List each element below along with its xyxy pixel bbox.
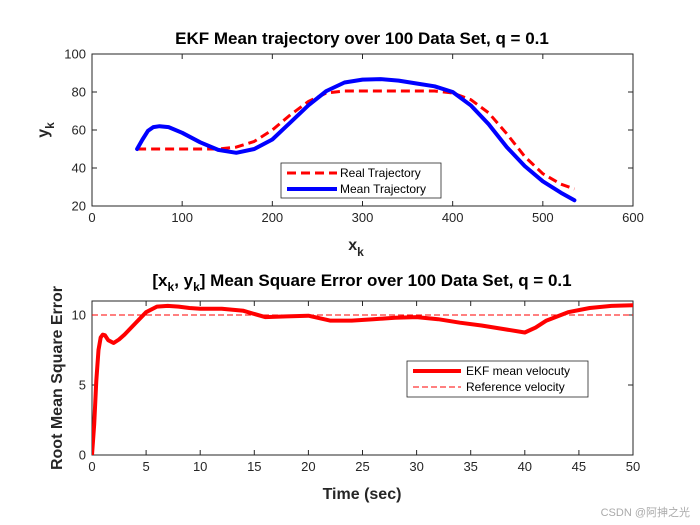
top-legend-box: [280, 162, 442, 199]
x-tick-label: 0: [88, 459, 95, 474]
x-tick-label: 45: [572, 459, 586, 474]
top-legend-label-mean: Mean Trajectory: [340, 182, 426, 196]
y-tick-label: 100: [64, 47, 86, 62]
top-plot-title: EKF Mean trajectory over 100 Data Set, q…: [175, 29, 549, 48]
x-tick-label: 300: [352, 210, 374, 225]
y-tick-label: 10: [72, 308, 86, 323]
series-line-real-trajectory: [137, 89, 575, 191]
bottom-plot-legend: EKF mean velocuty Reference velocity: [406, 360, 589, 398]
x-tick-label: 500: [532, 210, 554, 225]
series-line-mean-trajectory: [135, 77, 577, 203]
x-tick-label: 400: [442, 210, 464, 225]
bottom-plot-ticks: 0 5 10 15 20 25 30 35 40 45 50 0 5 10: [72, 301, 640, 474]
y-tick-label: 60: [72, 123, 86, 138]
top-plot-xlabel: xk: [348, 237, 364, 259]
top-plot-legend: Real Trajectory Mean Trajectory: [280, 162, 442, 199]
x-tick-label: 40: [518, 459, 532, 474]
top-plot-series: [135, 77, 577, 203]
x-tick-label: 600: [622, 210, 644, 225]
x-tick-label: 10: [193, 459, 207, 474]
bottom-legend-label-reference: Reference velocity: [466, 380, 565, 394]
y-tick-label: 40: [72, 161, 86, 176]
x-tick-label: 5: [142, 459, 149, 474]
x-tick-label: 15: [247, 459, 261, 474]
x-tick-label: 30: [409, 459, 423, 474]
y-tick-label: 0: [79, 448, 86, 463]
x-tick-label: 100: [171, 210, 193, 225]
x-tick-label: 25: [355, 459, 369, 474]
top-plot-ticks: 0 100 200 300 400 500 600 20 40 60 80 100: [64, 47, 644, 226]
bottom-legend-box: [406, 360, 589, 398]
bottom-plot-ylabel: Root Mean Square Error: [49, 286, 66, 470]
top-plot: 0 100 200 300 400 500 600 20 40 60 80 100 EKF Mean …: [35, 29, 644, 259]
y-tick-label: 5: [79, 378, 86, 393]
bottom-plot-series: [92, 303, 633, 455]
top-plot-ylabel: yk: [35, 122, 57, 138]
top-legend-label-real: Real Trajectory: [340, 166, 421, 180]
bottom-legend-label-ekf: EKF mean velocuty: [466, 364, 570, 378]
watermark: CSDN @阿抻之光: [601, 505, 690, 519]
y-tick-label: 20: [72, 199, 86, 214]
y-tick-label: 80: [72, 85, 86, 100]
bottom-plot-xlabel: Time (sec): [323, 486, 402, 503]
bottom-plot: 0 5 10 15 20 25 30 35 40 45 50 0 5 10 [xk, yk] Mean S…: [49, 271, 640, 503]
series-line-ekf-mean-velocuty: [92, 303, 633, 455]
x-tick-label: 35: [463, 459, 477, 474]
bottom-plot-title: [xk, yk] Mean Square Error over 100 Data…: [152, 271, 571, 294]
x-tick-label: 20: [301, 459, 315, 474]
x-tick-label: 50: [626, 459, 640, 474]
x-tick-label: 200: [261, 210, 283, 225]
x-tick-label: 0: [88, 210, 95, 225]
